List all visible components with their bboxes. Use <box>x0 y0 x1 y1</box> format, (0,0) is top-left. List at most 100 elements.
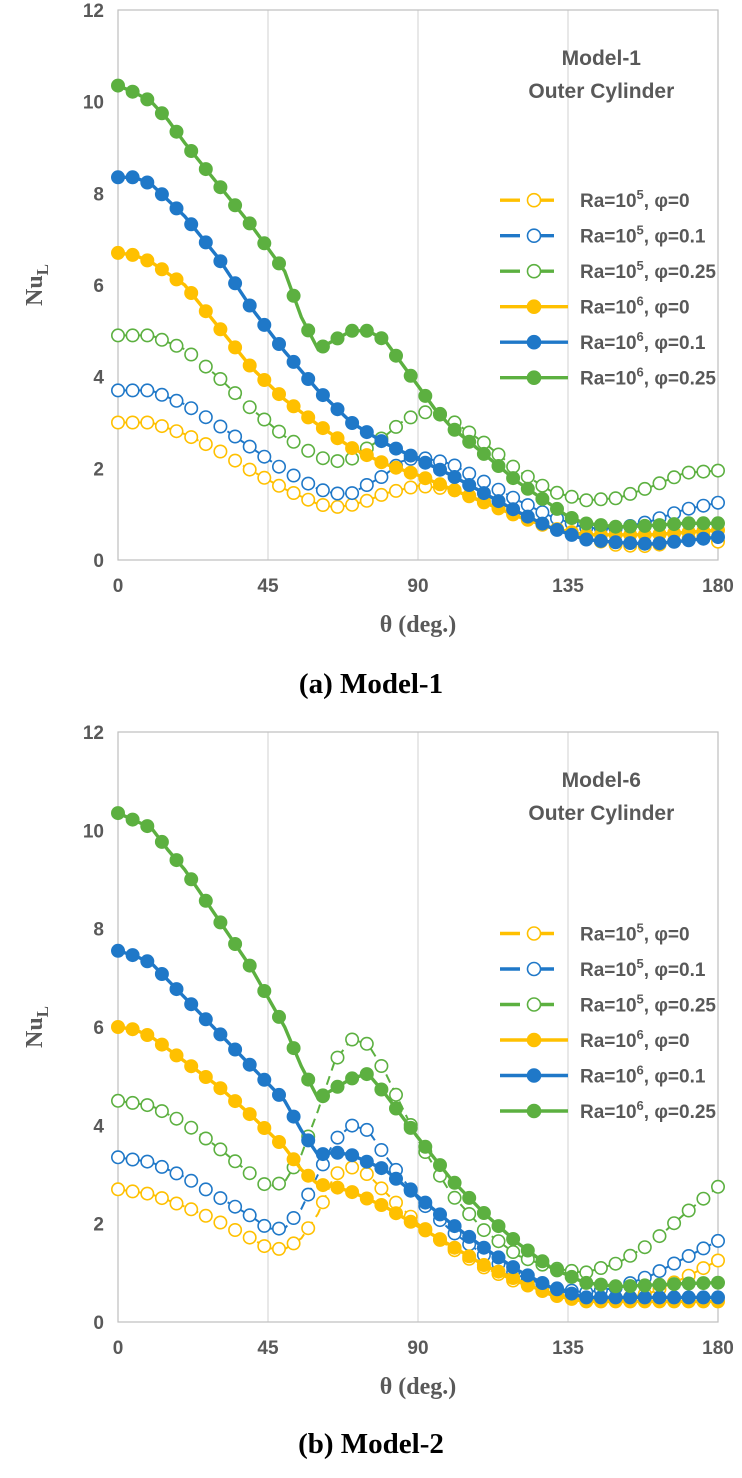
data-point <box>579 493 594 508</box>
chart-annotation: Outer Cylinder <box>528 80 674 103</box>
data-point <box>184 401 199 416</box>
legend-marker <box>526 299 542 315</box>
x-tick-label: 45 <box>257 576 279 597</box>
data-point <box>242 1208 257 1223</box>
data-point <box>447 1219 462 1234</box>
data-point <box>359 1122 374 1137</box>
data-point <box>125 1022 140 1037</box>
data-point <box>403 368 418 383</box>
data-point <box>213 419 228 434</box>
data-point <box>184 1173 199 1188</box>
data-point <box>242 216 257 231</box>
data-point <box>374 487 389 502</box>
data-point <box>696 531 711 546</box>
data-point <box>520 498 535 513</box>
data-point <box>301 476 316 491</box>
data-point <box>228 198 243 213</box>
data-point <box>286 1109 301 1124</box>
data-point <box>154 262 169 277</box>
data-point <box>330 1166 345 1181</box>
data-point <box>242 958 257 973</box>
legend-entry: Ra=105, φ=0.25 <box>500 992 716 1017</box>
data-point <box>432 1232 447 1247</box>
data-point <box>388 1206 403 1221</box>
data-point <box>184 347 199 362</box>
data-point <box>432 1158 447 1173</box>
data-point <box>432 462 447 477</box>
legend-marker <box>526 192 542 208</box>
series-ra-10-6-0.1 <box>111 170 725 551</box>
data-point <box>111 1019 126 1034</box>
series-ra-10-6-0.25 <box>111 806 725 1294</box>
data-point <box>491 1234 506 1249</box>
legend-entry: Ra=106, φ=0.1 <box>500 1063 706 1088</box>
data-point <box>257 1072 272 1087</box>
data-point <box>564 489 579 504</box>
data-point <box>652 1264 667 1279</box>
legend-marker <box>526 370 542 386</box>
data-point <box>257 1177 272 1192</box>
data-point <box>345 323 360 338</box>
data-point <box>271 336 286 351</box>
data-point <box>652 1229 667 1244</box>
data-point <box>286 485 301 500</box>
data-point <box>359 1067 374 1082</box>
data-point <box>667 1277 682 1292</box>
data-point <box>535 491 550 506</box>
data-point <box>374 455 389 470</box>
data-point <box>169 1166 184 1181</box>
data-point <box>681 516 696 531</box>
data-point <box>432 1207 447 1222</box>
data-point <box>418 405 433 420</box>
data-point <box>198 1182 213 1197</box>
data-point <box>301 323 316 338</box>
data-point <box>476 446 491 461</box>
data-point <box>535 1254 550 1269</box>
data-point <box>593 518 608 533</box>
data-point <box>623 1248 638 1263</box>
data-point <box>359 1166 374 1181</box>
data-point <box>154 387 169 402</box>
data-point <box>111 943 126 958</box>
data-point <box>286 354 301 369</box>
data-point <box>374 434 389 449</box>
data-point <box>667 517 682 532</box>
data-point <box>491 482 506 497</box>
data-point <box>330 331 345 346</box>
data-point <box>564 510 579 525</box>
data-point <box>579 532 594 547</box>
data-point <box>388 1171 403 1186</box>
data-point <box>345 1185 360 1200</box>
data-point <box>198 1012 213 1027</box>
data-point <box>681 465 696 480</box>
legend-entry: Ra=105, φ=0.25 <box>500 258 716 283</box>
data-point <box>271 1009 286 1024</box>
data-point <box>388 348 403 363</box>
data-point <box>681 533 696 548</box>
data-point <box>257 412 272 427</box>
data-point <box>637 518 652 533</box>
data-point <box>125 84 140 99</box>
data-point <box>710 530 725 545</box>
data-point <box>345 497 360 512</box>
data-point <box>125 415 140 430</box>
y-tick-label: 2 <box>93 459 104 480</box>
data-point <box>111 1150 126 1165</box>
svg-text:Ra=106, φ=0.1: Ra=106, φ=0.1 <box>580 329 706 354</box>
data-point <box>198 1069 213 1084</box>
y-tick-label: 0 <box>93 1313 104 1334</box>
data-point <box>608 1279 623 1294</box>
legend-entry: Ra=106, φ=0.25 <box>500 365 716 390</box>
data-point <box>301 371 316 386</box>
svg-text:Ra=106, φ=0.1: Ra=106, φ=0.1 <box>580 1063 706 1088</box>
data-point <box>593 1260 608 1275</box>
x-axis-label: θ (deg.) <box>380 1374 457 1400</box>
data-point <box>418 1139 433 1154</box>
data-point <box>257 1120 272 1135</box>
data-point <box>447 1175 462 1190</box>
data-point <box>286 399 301 414</box>
data-point <box>593 1277 608 1292</box>
data-point <box>374 1058 389 1073</box>
data-point <box>462 1229 477 1244</box>
data-point <box>491 1250 506 1265</box>
